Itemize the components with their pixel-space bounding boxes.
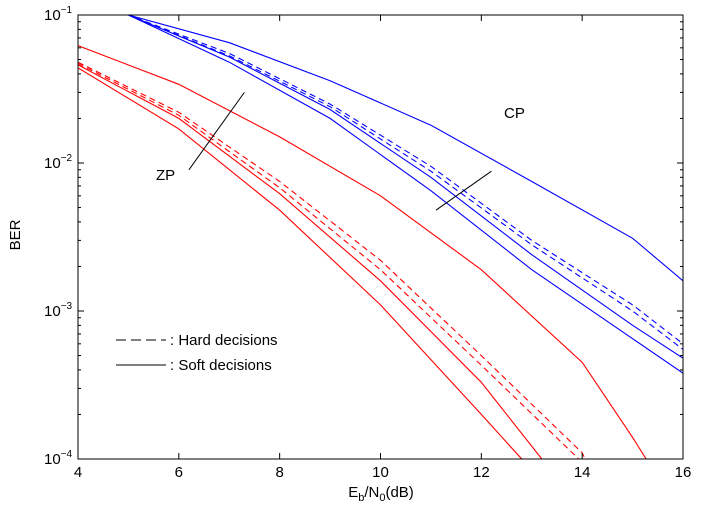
series-layer [78, 15, 683, 459]
series-cp-solid-0 [126, 15, 683, 282]
zp-annotation-label: ZP [156, 167, 175, 184]
series-zp-dashed-6 [78, 61, 586, 459]
series-zp-solid-9 [78, 67, 523, 459]
legend-soft-label: : Soft decisions [170, 357, 272, 374]
y-tick-label: 10−2 [44, 153, 73, 172]
series-cp-dashed-1 [125, 15, 683, 345]
series-zp-solid-8 [78, 64, 543, 459]
x-tick-label: 4 [74, 464, 82, 481]
x-tick-label: 16 [675, 464, 692, 481]
series-cp-dashed-2 [125, 15, 683, 350]
x-tick-label: 6 [175, 464, 183, 481]
series-cp-solid-4 [125, 15, 683, 374]
series-zp-dashed-7 [78, 63, 580, 459]
x-axis-label: Eb/N0(dB) [348, 484, 414, 504]
y-tick-label: 10−1 [44, 5, 73, 24]
y-tick-label: 10−4 [44, 449, 73, 468]
y-axis-label: BER [7, 219, 24, 250]
x-tick-label: 14 [574, 464, 591, 481]
x-tick-label: 8 [275, 464, 283, 481]
cp-annotation-label: CP [504, 105, 525, 122]
legend: : Hard decisions : Soft decisions [116, 332, 278, 374]
tick-layer: 4 6 8 10 12 14 16 10−1 10−2 10−3 10−4 [44, 5, 691, 481]
cp-annotation-line [435, 170, 492, 211]
legend-hard-label: : Hard decisions [170, 332, 278, 349]
y-tick-label: 10−3 [44, 301, 73, 320]
plot-frame [77, 14, 684, 460]
x-tick-label: 12 [473, 464, 490, 481]
zp-annotation-line [188, 92, 245, 171]
series-zp-solid-5 [78, 45, 647, 459]
annotation-layer: CP ZP [156, 92, 525, 211]
x-tick-label: 10 [372, 464, 389, 481]
series-cp-solid-3 [125, 15, 683, 359]
